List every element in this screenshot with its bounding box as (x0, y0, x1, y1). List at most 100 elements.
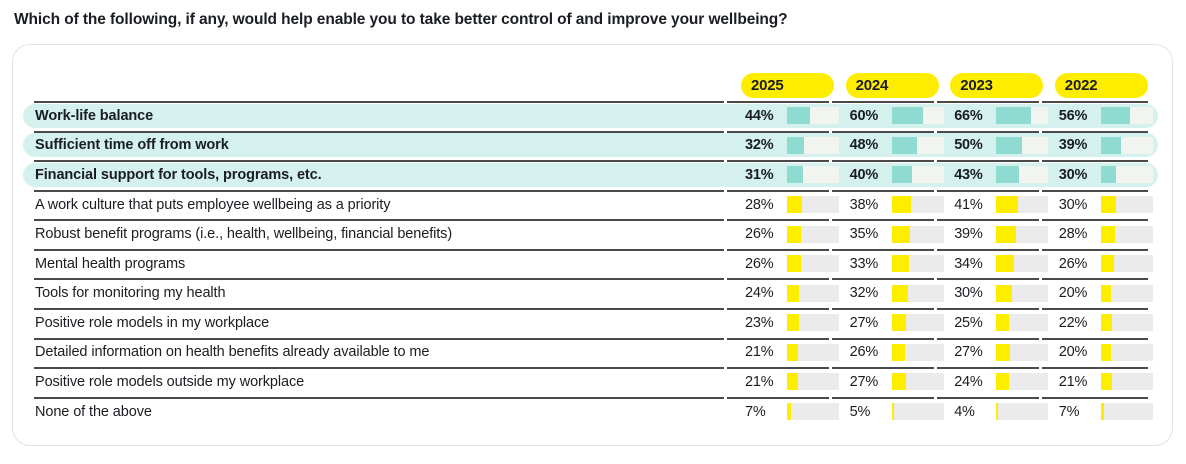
percent-value: 34% (954, 255, 983, 272)
bar-track (787, 343, 839, 361)
year-cell-2025: 26% (741, 249, 845, 279)
bar-fill (1100, 284, 1112, 302)
year-cell-2022: 30% (1055, 160, 1159, 190)
bar-track (1100, 403, 1153, 421)
year-cell-2025: 24% (741, 278, 845, 308)
bar-fill (787, 136, 804, 154)
year-cell-2022: 20% (1055, 338, 1159, 368)
bar-track (891, 343, 944, 361)
bar-track (891, 225, 944, 243)
percent-value: 40% (849, 166, 879, 183)
year-cell-2023: 34% (950, 249, 1054, 279)
row-label: None of the above (35, 403, 152, 420)
bar-track (787, 255, 839, 273)
bar-track (996, 136, 1049, 154)
bar-track (996, 343, 1049, 361)
bar-fill (996, 284, 1012, 302)
year-cell-2025: 21% (741, 367, 845, 397)
percent-value: 21% (1058, 373, 1088, 390)
bar-track (787, 166, 839, 184)
percent-value: 43% (954, 166, 983, 183)
year-cell-2024: 26% (846, 338, 950, 368)
page-title: Which of the following, if any, would he… (14, 11, 788, 28)
bar-track (996, 196, 1049, 214)
year-header-2023: 2023 (950, 73, 1044, 98)
row-label: Sufficient time off from work (35, 137, 229, 154)
year-cell-2025: 44% (741, 101, 845, 131)
percent-value: 7% (1058, 403, 1080, 420)
year-cell-2024: 35% (846, 219, 950, 249)
table-row: Robust benefit programs (i.e., health, w… (23, 219, 1158, 249)
year-cell-2024: 60% (846, 101, 950, 131)
bar-track (891, 107, 944, 125)
bar-fill (996, 166, 1019, 184)
percent-value: 24% (954, 373, 983, 390)
percent-value: 56% (1058, 107, 1088, 124)
year-header-2024: 2024 (845, 73, 939, 98)
bar-fill (996, 196, 1018, 214)
year-cell-2022: 22% (1055, 308, 1159, 338)
bar-fill (787, 225, 801, 243)
year-cell-2022: 39% (1055, 131, 1159, 161)
percent-value: 25% (954, 314, 983, 331)
table-row: Positive role models in my workplace 23%… (23, 308, 1158, 338)
bar-fill (1100, 373, 1112, 391)
table-row: Detailed information on health benefits … (23, 337, 1159, 368)
table-row: Sufficient time off from work 32% 48% 50… (23, 130, 1159, 161)
percent-value: 20% (1058, 285, 1088, 302)
bar-fill (996, 225, 1017, 243)
year-header-2025: 2025 (741, 73, 834, 98)
table-row: Work-life balance 44% 60% 66% 56% (23, 101, 1158, 131)
year-cell-2023: 30% (950, 278, 1054, 308)
year-cell-2023: 24% (950, 367, 1054, 397)
bar-track (996, 403, 1049, 421)
percent-value: 5% (849, 403, 871, 420)
percent-value: 4% (954, 403, 975, 420)
percent-value: 30% (1058, 166, 1088, 183)
row-label: Financial support for tools, programs, e… (35, 166, 322, 183)
percent-value: 35% (849, 226, 879, 243)
bar-track (1100, 196, 1153, 214)
bar-track (787, 136, 839, 154)
bar-fill (996, 136, 1023, 154)
table-row: Positive role models outside my workplac… (23, 367, 1158, 397)
percent-value: 28% (745, 196, 774, 213)
bar-track (891, 136, 944, 154)
bar-fill (787, 107, 810, 125)
year-cell-2025: 7% (741, 397, 845, 427)
bar-track (1100, 136, 1153, 154)
bar-fill (996, 107, 1031, 125)
percent-value: 26% (849, 344, 879, 361)
percent-value: 33% (849, 255, 879, 272)
bar-fill (787, 255, 801, 273)
percent-value: 27% (954, 344, 983, 361)
bar-fill (996, 314, 1010, 332)
percent-value: 31% (745, 166, 774, 183)
bar-track (787, 284, 839, 302)
table-row: Financial support for tools, programs, e… (23, 160, 1158, 190)
table-row: Tools for monitoring my health 24% 32% 3… (23, 278, 1158, 308)
bar-track (1100, 314, 1153, 332)
row-label: Mental health programs (35, 255, 186, 272)
bar-fill (1100, 136, 1122, 154)
percent-value: 30% (1058, 196, 1088, 213)
row-label: Tools for monitoring my health (35, 285, 226, 302)
percent-value: 26% (745, 226, 774, 243)
year-cell-2025: 32% (741, 131, 845, 161)
year-cell-2022: 30% (1055, 190, 1159, 220)
column-divider-gap (724, 101, 727, 399)
bar-fill (1100, 403, 1105, 421)
percent-value: 21% (745, 373, 774, 390)
percent-value: 38% (849, 196, 879, 213)
bar-track (1100, 225, 1153, 243)
percent-value: 21% (745, 344, 774, 361)
bar-track (891, 255, 944, 273)
year-cell-2025: 26% (741, 219, 845, 249)
bar-fill (996, 343, 1011, 361)
percent-value: 7% (745, 403, 766, 420)
bar-track (891, 314, 944, 332)
year-cell-2024: 32% (846, 278, 950, 308)
table-row: None of the above 7% 5% 4% 7% (23, 396, 1158, 427)
year-cell-2022: 56% (1055, 101, 1159, 131)
